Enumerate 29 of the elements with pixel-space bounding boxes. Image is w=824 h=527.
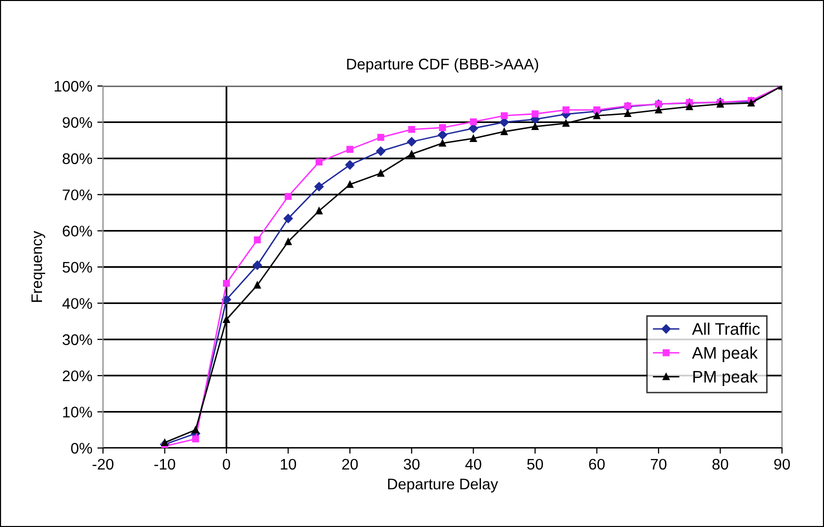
x-tick-label: 10 (280, 458, 296, 470)
x-tick-label: -10 (154, 458, 176, 470)
y-tick-label: 60% (62, 226, 92, 236)
x-tick-label: 60 (589, 458, 605, 470)
legend-label: PM peak (693, 370, 758, 386)
y-tick-label: 0% (71, 442, 92, 454)
x-axis-title: Departure Delay (388, 478, 498, 492)
x-tick-label: 50 (527, 458, 543, 470)
y-tick-label: 90% (62, 117, 92, 128)
y-tick-label: 40% (62, 298, 92, 309)
x-tick-label: 70 (650, 458, 666, 470)
legend-label: AM peak (692, 346, 758, 362)
y-tick-label: 70% (62, 189, 92, 200)
y-tick-label: 50% (62, 262, 92, 273)
x-tick-label: 40 (465, 458, 482, 470)
x-tick-label: 80 (712, 458, 728, 470)
x-tick-label: -20 (92, 458, 114, 470)
x-tick-label: 90 (774, 458, 790, 470)
x-tick-label: 20 (342, 458, 358, 470)
y-tick-label: 100% (54, 80, 92, 92)
legend-label: All Traffic (692, 322, 760, 335)
y-axis-title: Frequency (31, 230, 46, 302)
y-tick-label: 80% (62, 153, 92, 164)
y-tick-label: 20% (62, 370, 92, 382)
y-tick-label: 10% (63, 406, 92, 418)
x-tick-label: 30 (404, 458, 420, 470)
y-tick-label: 30% (62, 334, 92, 346)
chart-title: Departure CDF (BBB->AAA) (347, 58, 538, 73)
x-tick-label: 0 (222, 458, 230, 470)
